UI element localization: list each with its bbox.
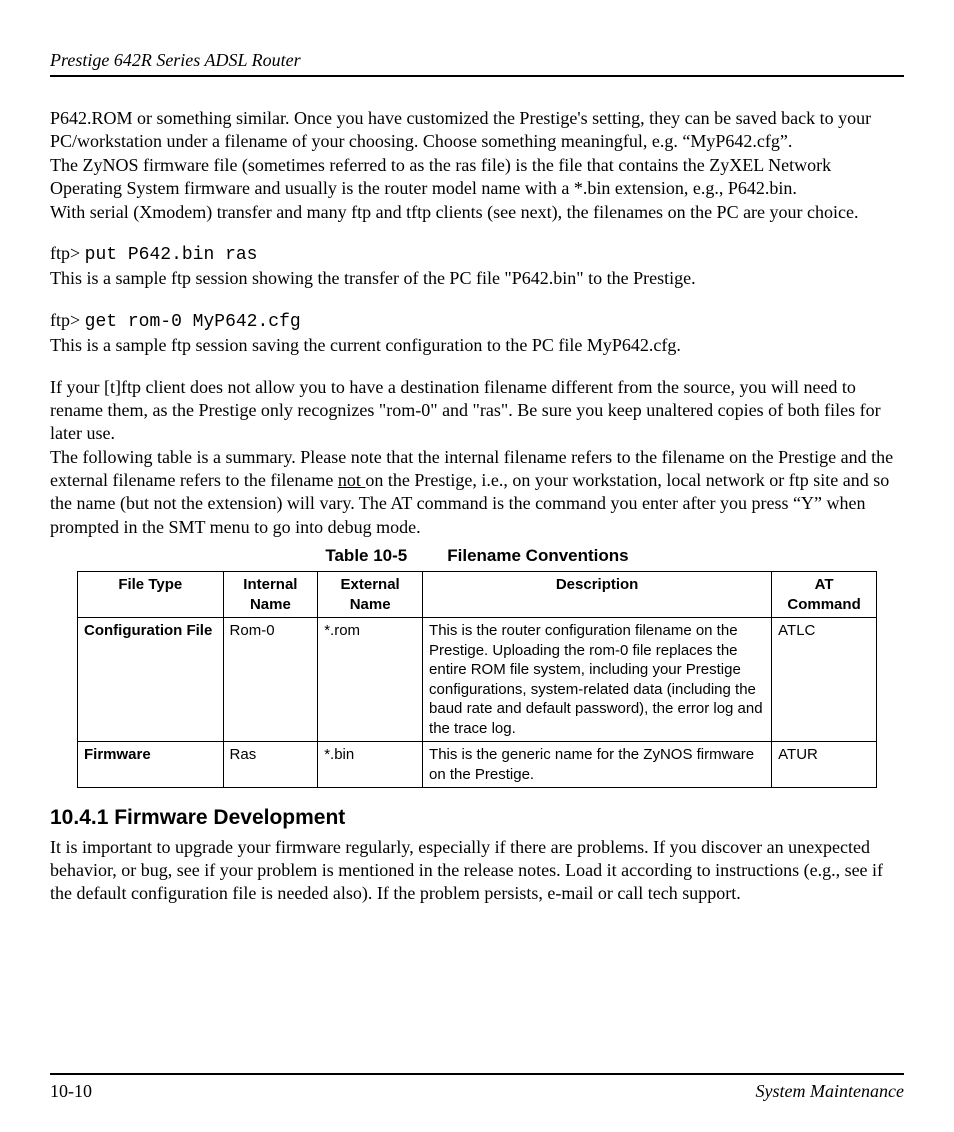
paragraph: It is important to upgrade your firmware… (50, 836, 904, 906)
col-description: Description (423, 572, 772, 618)
paragraph: With serial (Xmodem) transfer and many f… (50, 201, 904, 224)
cell-description: This is the router configuration filenam… (423, 618, 772, 742)
table-caption: Table 10-5 Filename Conventions (50, 545, 904, 567)
page-number: 10-10 (50, 1081, 92, 1102)
cell-internal-name: Rom-0 (223, 618, 318, 742)
cell-file-type: Configuration File (78, 618, 224, 742)
page-footer: 10-10 System Maintenance (50, 1073, 904, 1102)
col-at-command: AT Command (772, 572, 877, 618)
table-header-row: File Type Internal Name External Name De… (78, 572, 877, 618)
filename-conventions-table: File Type Internal Name External Name De… (77, 571, 877, 788)
paragraph: The ZyNOS firmware file (sometimes refer… (50, 154, 904, 201)
paragraph: If your [t]ftp client does not allow you… (50, 376, 904, 446)
cell-external-name: *.bin (318, 742, 423, 788)
ftp-example: ftp> put P642.bin ras (50, 242, 904, 267)
col-file-type: File Type (78, 572, 224, 618)
table-row: Firmware Ras *.bin This is the generic n… (78, 742, 877, 788)
page-header: Prestige 642R Series ADSL Router (50, 50, 904, 77)
cell-description: This is the generic name for the ZyNOS f… (423, 742, 772, 788)
table-number: Table 10-5 (325, 545, 407, 567)
paragraph: The following table is a summary. Please… (50, 446, 904, 540)
cell-at-command: ATUR (772, 742, 877, 788)
cell-file-type: Firmware (78, 742, 224, 788)
cell-external-name: *.rom (318, 618, 423, 742)
page: Prestige 642R Series ADSL Router P642.RO… (0, 0, 954, 1132)
paragraph: P642.ROM or something similar. Once you … (50, 107, 904, 154)
section-heading: 10.4.1 Firmware Development (50, 804, 904, 831)
col-external-name: External Name (318, 572, 423, 618)
footer-title: System Maintenance (756, 1081, 904, 1102)
table-row: Configuration File Rom-0 *.rom This is t… (78, 618, 877, 742)
ftp-command: put P642.bin ras (85, 245, 258, 265)
paragraph: This is a sample ftp session saving the … (50, 334, 904, 357)
ftp-prompt: ftp> (50, 310, 85, 330)
body-content: P642.ROM or something similar. Once you … (50, 107, 904, 906)
ftp-prompt: ftp> (50, 243, 85, 263)
cell-at-command: ATLC (772, 618, 877, 742)
header-title: Prestige 642R Series ADSL Router (50, 50, 301, 70)
col-internal-name: Internal Name (223, 572, 318, 618)
cell-internal-name: Ras (223, 742, 318, 788)
paragraph: This is a sample ftp session showing the… (50, 267, 904, 290)
table-title: Filename Conventions (447, 546, 628, 565)
ftp-example: ftp> get rom-0 MyP642.cfg (50, 309, 904, 334)
underlined-text: not (338, 470, 366, 490)
ftp-command: get rom-0 MyP642.cfg (85, 312, 301, 332)
